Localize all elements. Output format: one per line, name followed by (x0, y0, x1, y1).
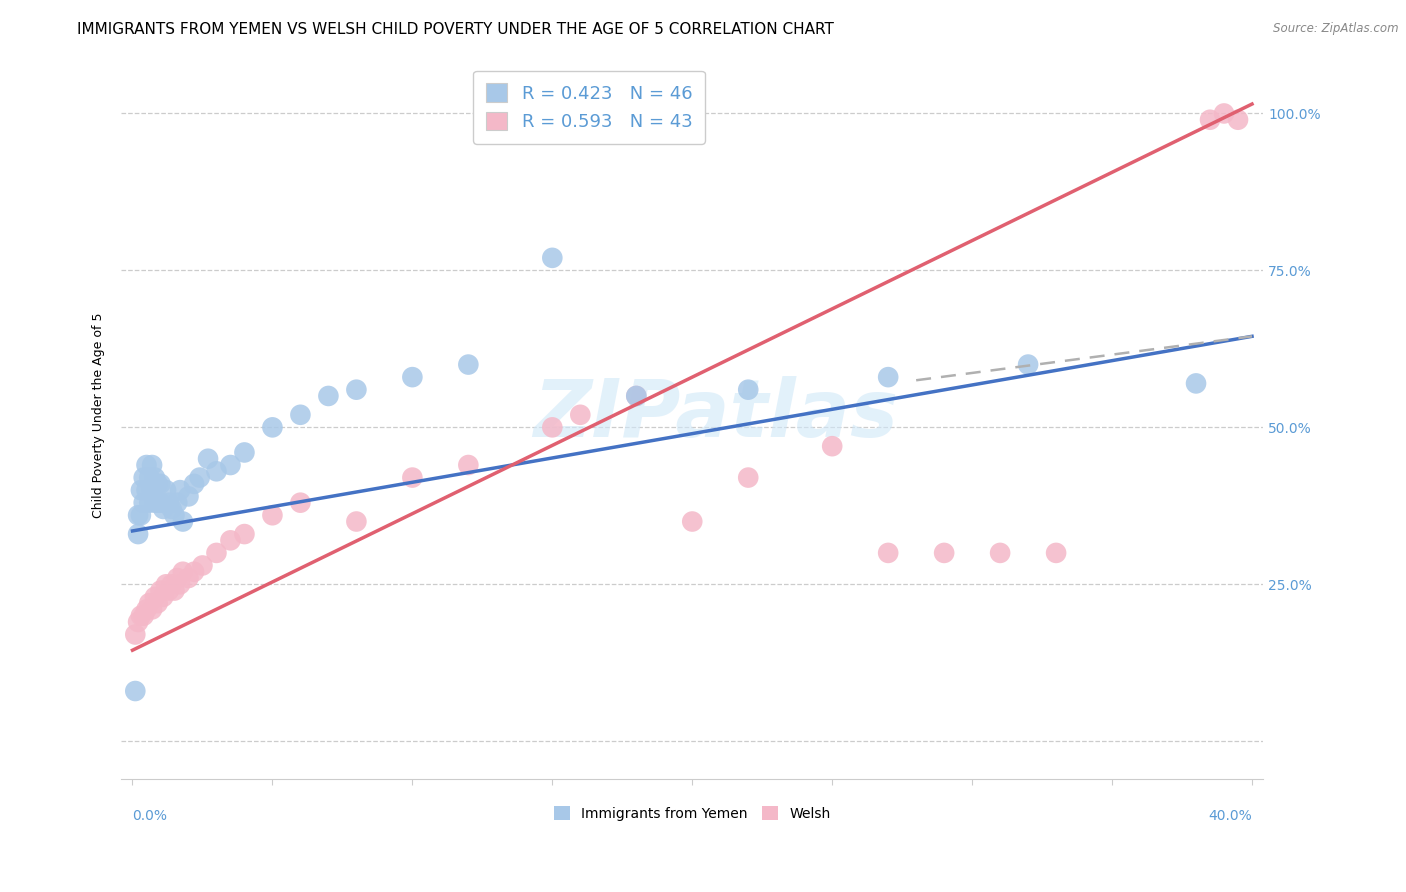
Point (149, 583, 172, 598)
Point (1199, 112, 1222, 127)
Point (457, 358, 479, 372)
Point (146, 596, 169, 610)
Point (155, 483, 177, 497)
Point (183, 476, 205, 491)
Point (401, 470, 423, 484)
Point (152, 502, 174, 516)
Point (124, 627, 146, 641)
Point (988, 546, 1011, 560)
Point (1213, 106, 1236, 120)
Point (205, 546, 228, 560)
Point (191, 558, 214, 573)
Point (127, 527, 149, 541)
Point (541, 251, 564, 265)
Point (290, 496, 312, 510)
Point (163, 583, 186, 598)
Point (177, 490, 200, 504)
Point (262, 420, 284, 434)
Point (149, 496, 172, 510)
Point (143, 470, 166, 484)
Point (141, 602, 163, 616)
Legend: Immigrants from Yemen, Welsh: Immigrants from Yemen, Welsh (548, 801, 837, 827)
Point (149, 476, 172, 491)
Text: 40.0%: 40.0% (1208, 809, 1251, 823)
Point (290, 408, 312, 422)
Point (146, 496, 169, 510)
Point (143, 496, 166, 510)
Point (205, 464, 228, 478)
Point (219, 458, 242, 472)
Point (541, 420, 564, 434)
Point (135, 458, 157, 472)
Point (160, 577, 183, 591)
Point (138, 470, 160, 484)
Point (877, 546, 900, 560)
Text: IMMIGRANTS FROM YEMEN VS WELSH CHILD POVERTY UNDER THE AGE OF 5 CORRELATION CHAR: IMMIGRANTS FROM YEMEN VS WELSH CHILD POV… (77, 22, 834, 37)
Point (132, 496, 155, 510)
Point (169, 483, 191, 497)
Text: 0.0%: 0.0% (132, 809, 167, 823)
Point (1227, 112, 1250, 127)
Point (160, 502, 183, 516)
Point (188, 470, 211, 484)
Point (132, 608, 155, 623)
Point (155, 577, 177, 591)
Point (737, 383, 759, 397)
Point (138, 496, 160, 510)
Point (262, 508, 284, 523)
Point (1045, 546, 1067, 560)
Point (135, 483, 157, 497)
Point (135, 602, 157, 616)
Text: Source: ZipAtlas.com: Source: ZipAtlas.com (1274, 22, 1399, 36)
Point (318, 389, 340, 403)
Point (172, 515, 194, 529)
Point (681, 515, 703, 529)
Point (183, 565, 205, 579)
Point (132, 470, 155, 484)
Point (169, 577, 191, 591)
Point (172, 565, 194, 579)
Point (157, 496, 180, 510)
Point (141, 483, 163, 497)
Point (166, 571, 188, 585)
Point (127, 615, 149, 629)
Point (143, 590, 166, 604)
Point (157, 583, 180, 598)
Point (737, 470, 759, 484)
Point (146, 476, 169, 491)
Point (569, 408, 592, 422)
Point (163, 508, 186, 523)
Point (1017, 358, 1039, 372)
Point (877, 370, 900, 384)
Point (344, 383, 367, 397)
Point (626, 389, 648, 403)
Point (177, 571, 200, 585)
Y-axis label: Child Poverty Under the Age of 5: Child Poverty Under the Age of 5 (93, 312, 105, 517)
Point (138, 596, 160, 610)
Point (197, 451, 219, 466)
Point (129, 608, 152, 623)
Point (934, 546, 956, 560)
Point (555, 112, 578, 127)
Point (626, 389, 648, 403)
Point (166, 496, 188, 510)
Point (129, 508, 152, 523)
Point (1185, 376, 1208, 391)
Point (152, 590, 174, 604)
Point (129, 483, 152, 497)
Point (141, 458, 163, 472)
Point (401, 370, 423, 384)
Point (219, 533, 242, 548)
Point (457, 458, 479, 472)
Point (127, 508, 149, 523)
Point (344, 515, 367, 529)
Text: ZIPatlas: ZIPatlas (533, 376, 897, 454)
Point (233, 527, 256, 541)
Point (821, 439, 844, 453)
Point (124, 684, 146, 698)
Point (233, 445, 256, 459)
